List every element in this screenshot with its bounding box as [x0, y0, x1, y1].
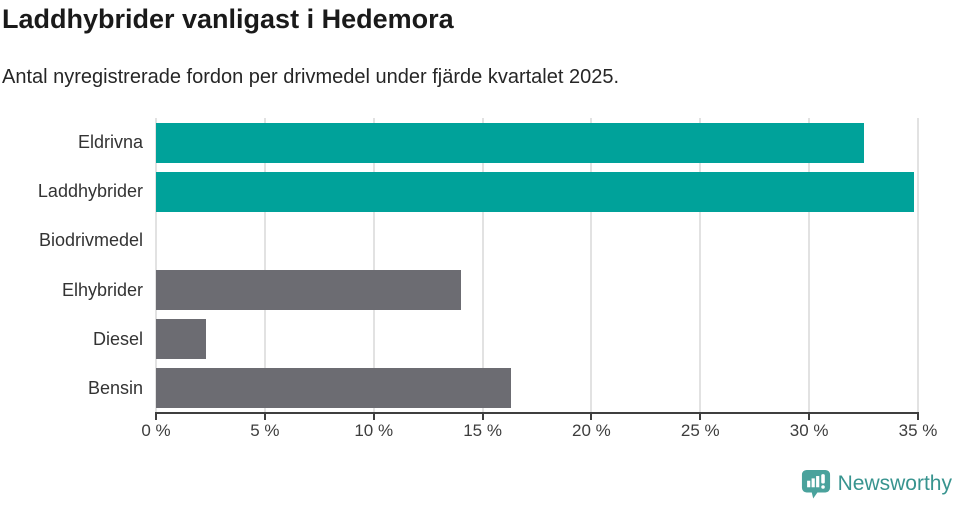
bar-eldrivna [156, 122, 864, 163]
bar-row [156, 266, 918, 315]
x-axis-tick-label: 20 % [572, 421, 611, 440]
gridline [155, 118, 157, 413]
bar-row [156, 167, 918, 216]
gridline [372, 118, 375, 413]
y-axis-labels: Eldrivna Laddhybrider Biodrivmedel Elhybrid… [0, 118, 143, 413]
gridline [481, 118, 484, 413]
x-axis-tick-label: 0 % [141, 421, 171, 440]
x-axis-line [155, 412, 919, 414]
x-axis-tick [808, 414, 811, 420]
gridline [808, 118, 811, 413]
gridline [699, 118, 702, 413]
bar-row [156, 216, 918, 265]
chart-title: Laddhybrider vanligast i Hedemora [2, 4, 454, 34]
bar-diesel [156, 319, 207, 360]
plot-area [155, 118, 919, 413]
y-axis-label: Eldrivna [77, 132, 143, 153]
y-axis-label: Laddhybrider [37, 181, 143, 202]
bar-laddhybrider [156, 171, 914, 212]
x-axis-tick [481, 414, 484, 420]
x-axis-tick-label: 15 % [463, 421, 502, 440]
x-axis-tick [917, 414, 919, 420]
newsworthy-bubble-chart-icon [801, 469, 831, 499]
bar-row [156, 118, 918, 167]
gridline [263, 118, 266, 413]
x-axis-tick [699, 414, 702, 420]
y-axis-label: Elhybrider [61, 279, 143, 300]
x-axis-tick [372, 414, 375, 420]
x-axis-tick-label: 35 % [898, 421, 938, 440]
x-axis-tick [263, 414, 266, 420]
x-axis-tick-label: 30 % [789, 421, 829, 440]
bar-row [156, 315, 918, 364]
x-axis-tick-label: 5 % [250, 421, 280, 440]
bar-row [156, 364, 918, 413]
y-axis-label: Biodrivmedel [38, 230, 143, 251]
x-axis-tick-label: 25 % [680, 421, 720, 440]
gridline [917, 118, 919, 413]
x-axis-tick [590, 414, 593, 420]
chart-subtitle: Antal nyregistrerade fordon per drivmede… [2, 66, 620, 88]
x-axis-tick [155, 414, 157, 420]
bar-elhybrider [156, 270, 461, 311]
y-axis-label: Diesel [92, 328, 143, 349]
bar-bensin [156, 368, 511, 409]
x-axis-tick-label: 10 % [354, 421, 394, 440]
y-axis-label: Bensin [87, 377, 143, 398]
newsworthy-logo: Newsworthy [801, 469, 952, 499]
bar-rows [156, 118, 918, 413]
gridline [590, 118, 593, 413]
newsworthy-logo-text: Newsworthy [837, 472, 952, 495]
